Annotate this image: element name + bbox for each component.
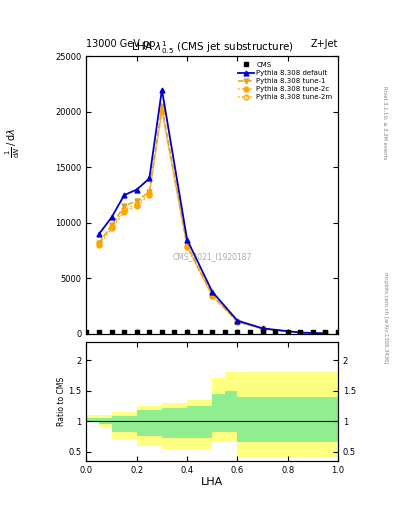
- Point: [297, 328, 303, 336]
- Point: [121, 328, 127, 336]
- Text: $\frac{1}{\mathdefault{d}N}\,/\,\mathdefault{d}\lambda$: $\frac{1}{\mathdefault{d}N}\,/\,\mathdef…: [4, 129, 22, 158]
- Point: [171, 328, 178, 336]
- X-axis label: LHA: LHA: [201, 477, 223, 487]
- Point: [285, 328, 291, 336]
- Point: [247, 328, 253, 336]
- Point: [196, 328, 203, 336]
- Point: [108, 328, 115, 336]
- Point: [272, 328, 278, 336]
- Point: [146, 328, 152, 336]
- Text: Z+Jet: Z+Jet: [310, 38, 338, 49]
- Point: [259, 328, 266, 336]
- Point: [209, 328, 215, 336]
- Point: [96, 328, 102, 336]
- Y-axis label: Ratio to CMS: Ratio to CMS: [57, 377, 66, 426]
- Text: CMS_2021_I1920187: CMS_2021_I1920187: [173, 252, 252, 261]
- Point: [159, 328, 165, 336]
- Legend: CMS, Pythia 8.308 default, Pythia 8.308 tune-1, Pythia 8.308 tune-2c, Pythia 8.3: CMS, Pythia 8.308 default, Pythia 8.308 …: [236, 60, 334, 102]
- Title: LHA $\lambda^{1}_{0.5}$ (CMS jet substructure): LHA $\lambda^{1}_{0.5}$ (CMS jet substru…: [131, 39, 294, 56]
- Point: [322, 328, 329, 336]
- Text: 13000 GeV pp: 13000 GeV pp: [86, 38, 156, 49]
- Point: [222, 328, 228, 336]
- Point: [83, 328, 90, 336]
- Text: mcplots.cern.ch [arXiv:1306.3436]: mcplots.cern.ch [arXiv:1306.3436]: [383, 272, 387, 363]
- Point: [184, 328, 190, 336]
- Point: [335, 328, 341, 336]
- Point: [310, 328, 316, 336]
- Point: [234, 328, 241, 336]
- Text: Rivet 3.1.10; ≥ 3.3M events: Rivet 3.1.10; ≥ 3.3M events: [383, 86, 387, 160]
- Point: [134, 328, 140, 336]
